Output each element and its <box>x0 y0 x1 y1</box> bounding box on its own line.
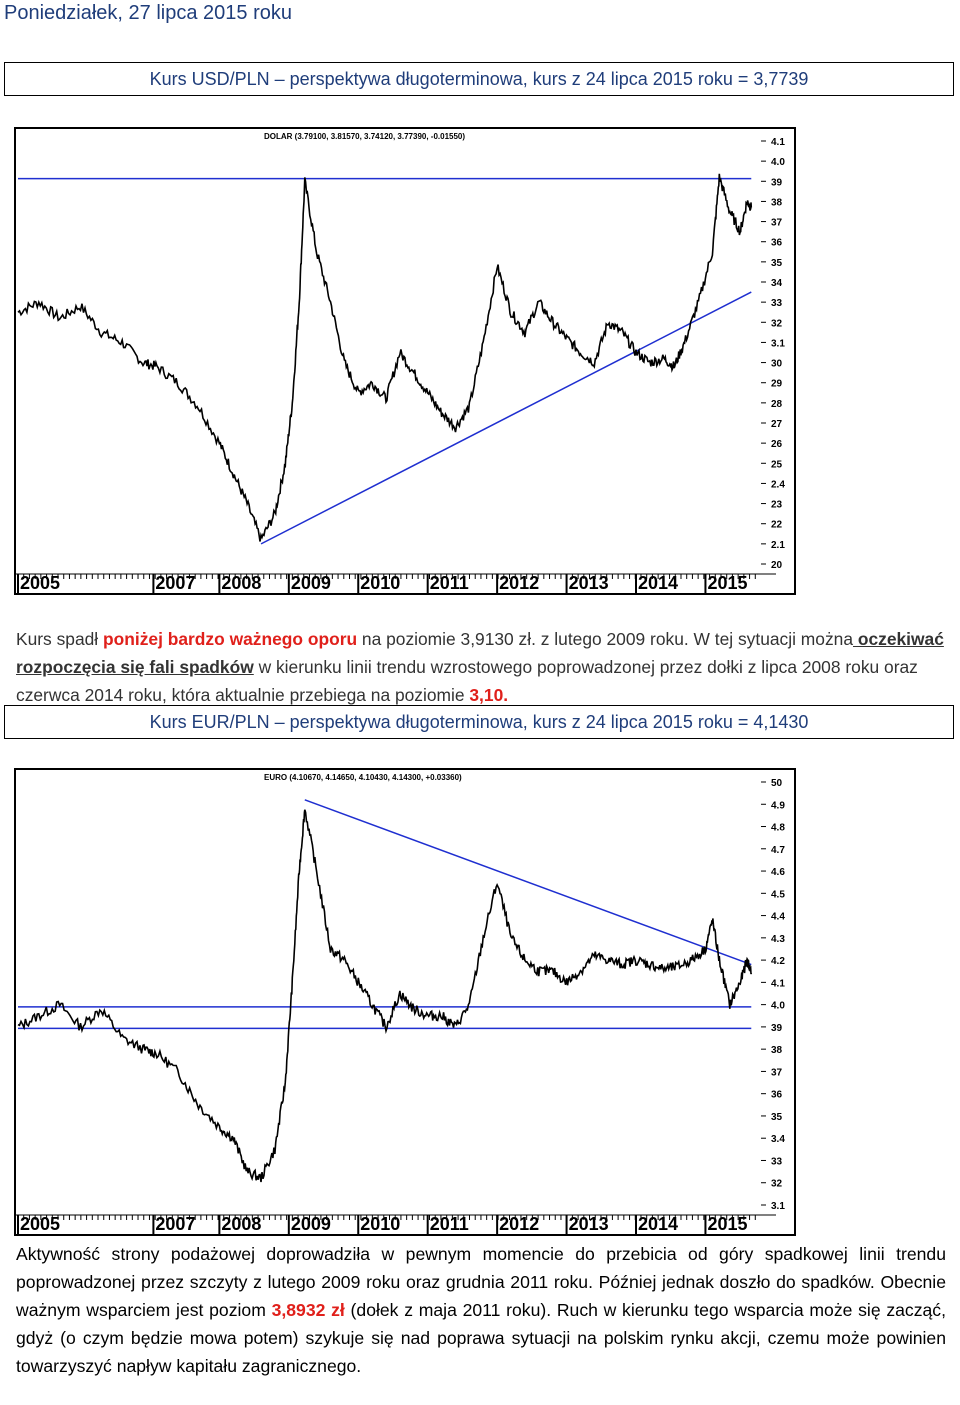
eur-x-tick-label: 2009 <box>291 1214 331 1234</box>
eur-x-tick-label: 2011 <box>430 1214 469 1234</box>
usd-x-tick-label: 2007 <box>155 573 195 593</box>
eur-x-tick-label: 2015 <box>707 1214 747 1234</box>
page-date: Poniedziałek, 27 lipca 2015 roku <box>4 2 292 24</box>
eur-x-tick-label: 2014 <box>638 1214 678 1234</box>
usd-y-tick-label: 37 <box>771 218 783 229</box>
eur-downtrend-line <box>304 799 752 966</box>
usd-x-tick-label: 2014 <box>638 573 678 593</box>
para1-highlight-resistance: poniżej bardzo ważnego oporu <box>103 629 358 649</box>
usd-y-tick-label: 29 <box>771 379 783 390</box>
usd-y-tick-label: 20 <box>771 560 783 571</box>
usd-y-tick-label: 23 <box>771 500 783 511</box>
eur-y-tick-label: 35 <box>771 1112 783 1123</box>
usd-x-tick-label: 2012 <box>499 573 539 593</box>
usd-y-tick-label: 30 <box>771 359 783 370</box>
para1-text-b: na poziomie 3,9130 zł. z lutego 2009 rok… <box>357 629 853 649</box>
eur-y-tick-label: 32 <box>771 1179 783 1190</box>
usd-x-tick-label: 2010 <box>360 573 400 593</box>
usd-y-tick-label: 22 <box>771 520 783 531</box>
usd-x-tick-label: 2005 <box>20 573 60 593</box>
eur-x-tick-label: 2012 <box>499 1214 539 1234</box>
usd-y-tick-label: 38 <box>771 197 783 208</box>
usd-chart-title: DOLAR (3.79100, 3.81570, 3.74120, 3.7739… <box>264 132 465 141</box>
para1-text-c: w kierunku linii trendu wzrostowego popr… <box>16 657 918 705</box>
usd-y-tick-label: 4.0 <box>771 157 785 168</box>
para1-highlight-expectation: oczekiwać rozpoczęcia się fali spadków <box>16 629 944 677</box>
eur-price-line <box>17 809 753 1183</box>
eur-x-tick-label: 2013 <box>569 1214 609 1234</box>
eur-y-tick-label: 4.0 <box>771 1001 785 1012</box>
eur-x-tick-label: 2007 <box>155 1214 195 1234</box>
eurpln-chart: EURO (4.10670, 4.14650, 4.10430, 4.14300… <box>14 768 796 1236</box>
eur-y-tick-label: 4.6 <box>771 867 785 878</box>
usd-price-line <box>17 173 753 542</box>
eurpln-title-text: Kurs EUR/PLN – perspektywa długoterminow… <box>149 711 809 732</box>
usd-y-tick-label: 25 <box>771 459 783 470</box>
usd-x-tick-label: 2015 <box>707 573 747 593</box>
usdpln-chart: DOLAR (3.79100, 3.81570, 3.74120, 3.7739… <box>14 127 796 595</box>
para1-highlight-level: 3,10. <box>469 685 509 705</box>
usd-y-tick-label: 3.1 <box>771 338 785 349</box>
eur-y-tick-label: 37 <box>771 1067 783 1078</box>
eur-y-tick-label: 4.7 <box>771 845 785 856</box>
eur-chart-title: EURO (4.10670, 4.14650, 4.10430, 4.14300… <box>264 773 462 782</box>
eur-x-tick-label: 2008 <box>221 1214 261 1234</box>
eur-y-tick-label: 4.3 <box>771 934 785 945</box>
para2-highlight-support: 3,8932 zł <box>271 1300 345 1320</box>
eur-y-tick-label: 4.1 <box>771 978 785 989</box>
usd-y-tick-label: 36 <box>771 238 783 249</box>
eur-x-tick-label: 2005 <box>20 1214 60 1234</box>
eur-y-tick-label: 4.9 <box>771 800 785 811</box>
usd-x-tick-label: 2009 <box>291 573 331 593</box>
eur-x-tick-label: 2010 <box>360 1214 400 1234</box>
para2-text-a: Aktywność strony podażowej doprowadziła … <box>16 1244 946 1320</box>
usd-x-tick-label: 2008 <box>221 573 261 593</box>
eur-y-tick-label: 4.8 <box>771 823 785 834</box>
eur-y-tick-label: 3.4 <box>771 1134 785 1145</box>
usd-x-tick-label: 2013 <box>569 573 609 593</box>
para1-text-a: Kurs spadł <box>16 629 103 649</box>
usd-y-tick-label: 34 <box>771 278 783 289</box>
usd-x-tick-label: 2011 <box>430 573 469 593</box>
usdpln-title-text: Kurs USD/PLN – perspektywa długoterminow… <box>149 68 809 89</box>
eur-y-tick-label: 3.1 <box>771 1201 785 1212</box>
eur-y-tick-label: 39 <box>771 1023 783 1034</box>
usd-y-tick-label: 39 <box>771 177 783 188</box>
usdpln-commentary: Kurs spadł poniżej bardzo ważnego oporu … <box>16 625 946 709</box>
usd-y-tick-label: 27 <box>771 419 783 430</box>
usd-support-line <box>260 291 752 545</box>
usd-y-tick-label: 4.1 <box>771 137 785 148</box>
usdpln-chart-svg: DOLAR (3.79100, 3.81570, 3.74120, 3.7739… <box>16 132 785 593</box>
usd-y-tick-label: 2.1 <box>771 540 785 551</box>
usd-y-tick-label: 26 <box>771 439 783 450</box>
eur-y-tick-label: 36 <box>771 1090 783 1101</box>
usd-y-tick-label: 32 <box>771 318 783 329</box>
eur-y-tick-label: 4.4 <box>771 912 785 923</box>
eur-y-tick-label: 4.2 <box>771 956 785 967</box>
eurpln-commentary: Aktywność strony podażowej doprowadziła … <box>16 1240 946 1380</box>
para2-text-b: (dołek z maja 2011 roku). Ruch w kierunk… <box>16 1300 946 1376</box>
usd-y-tick-label: 2.4 <box>771 479 785 490</box>
eurpln-chart-svg: EURO (4.10670, 4.14650, 4.10430, 4.14300… <box>16 773 785 1234</box>
usd-y-tick-label: 33 <box>771 298 783 309</box>
usd-y-tick-label: 28 <box>771 399 783 410</box>
usdpln-title: Kurs USD/PLN – perspektywa długoterminow… <box>4 62 954 96</box>
eur-y-tick-label: 38 <box>771 1045 783 1056</box>
eur-y-tick-label: 4.5 <box>771 889 785 900</box>
eur-y-tick-label: 50 <box>771 778 783 789</box>
usd-y-tick-label: 35 <box>771 258 783 269</box>
eur-y-tick-label: 33 <box>771 1156 783 1167</box>
eurpln-title: Kurs EUR/PLN – perspektywa długoterminow… <box>4 705 954 739</box>
